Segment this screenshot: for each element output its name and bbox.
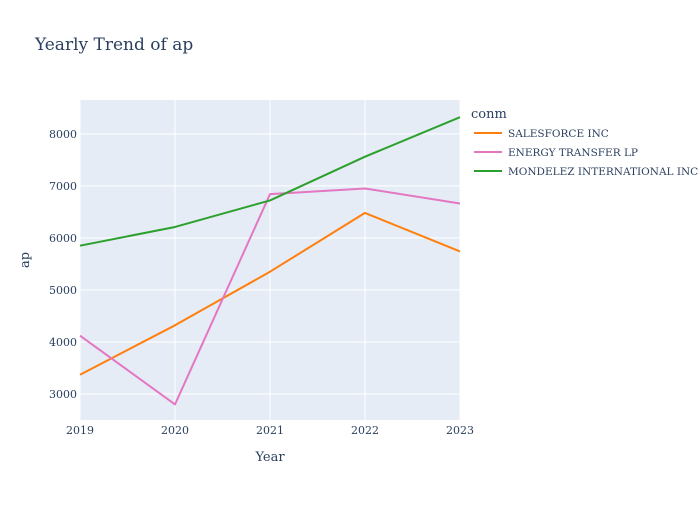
y-tick-label: 7000 <box>49 180 77 193</box>
legend-item[interactable]: SALESFORCE INC <box>474 128 609 140</box>
y-tick-labels: 3000 4000 5000 6000 7000 8000 <box>49 128 77 401</box>
legend-title: conm <box>471 107 507 122</box>
series-lines <box>79 116 461 406</box>
legend[interactable]: conm SALESFORCE INC ENERGY TRANSFER LP MON… <box>471 107 698 178</box>
x-tick-labels: 2019 2020 2021 2022 2023 <box>66 424 474 437</box>
series-line-1[interactable] <box>79 211 461 376</box>
x-tick-label: 2023 <box>446 424 474 437</box>
series-line-2[interactable] <box>79 187 461 406</box>
y-axis-title: ap <box>18 252 33 268</box>
legend-label: SALESFORCE INC <box>508 128 609 140</box>
y-tick-label: 4000 <box>49 336 77 349</box>
legend-label: MONDELEZ INTERNATIONAL INC <box>508 166 698 178</box>
x-tick-label: 2020 <box>161 424 189 437</box>
y-tick-label: 8000 <box>49 128 77 141</box>
legend-items: SALESFORCE INC ENERGY TRANSFER LP MONDELEZ… <box>474 128 698 178</box>
y-tick-label: 6000 <box>49 232 77 245</box>
x-tick-label: 2022 <box>351 424 379 437</box>
y-tick-label: 5000 <box>49 284 77 297</box>
x-gridlines <box>79 100 461 420</box>
legend-item[interactable]: ENERGY TRANSFER LP <box>474 147 638 159</box>
x-tick-label: 2021 <box>256 424 284 437</box>
y-gridlines <box>80 133 460 395</box>
x-axis-title: Year <box>254 450 285 465</box>
legend-label: ENERGY TRANSFER LP <box>508 147 638 159</box>
legend-item[interactable]: MONDELEZ INTERNATIONAL INC <box>474 166 698 178</box>
y-tick-label: 3000 <box>49 388 77 401</box>
x-tick-label: 2019 <box>66 424 94 437</box>
series-line-3[interactable] <box>79 116 461 247</box>
chart-title: Yearly Trend of ap <box>34 35 193 55</box>
